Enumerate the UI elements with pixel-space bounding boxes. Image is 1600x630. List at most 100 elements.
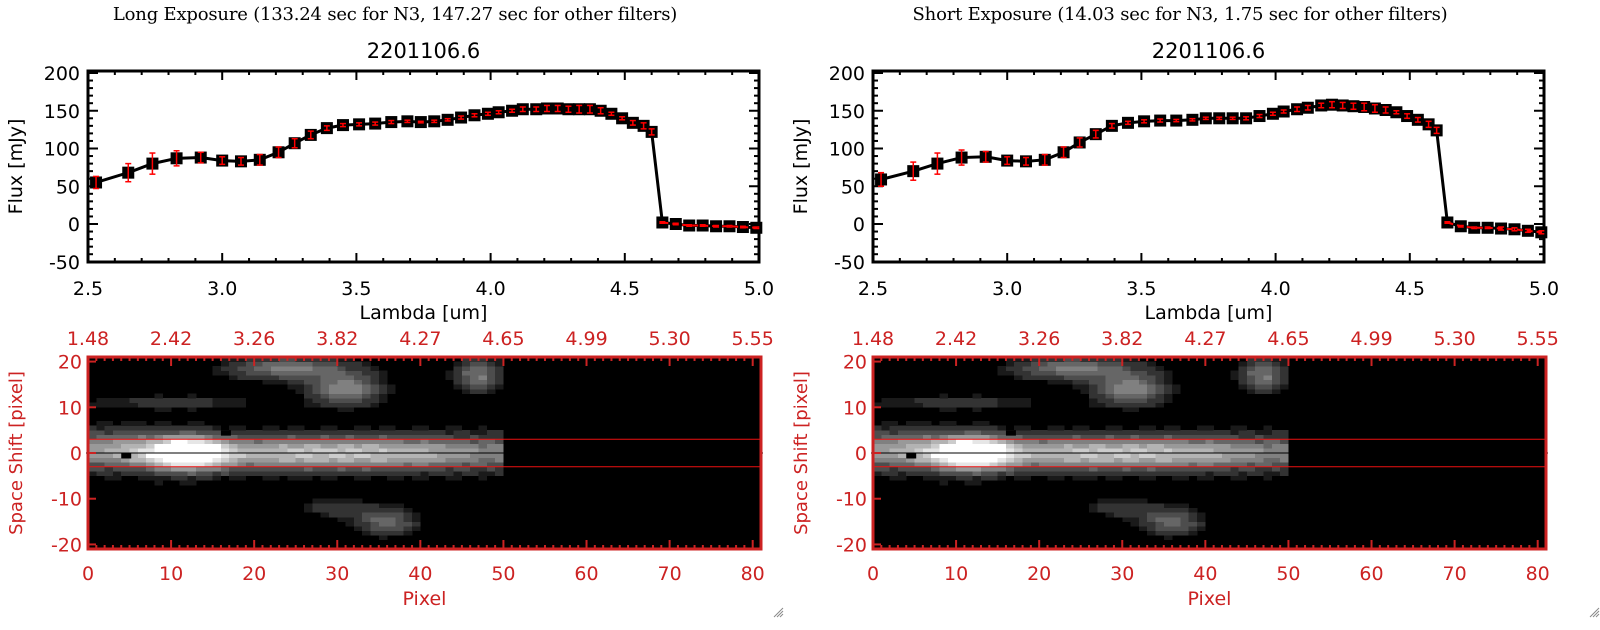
image-pixel bbox=[279, 379, 288, 385]
image-pixel bbox=[1080, 357, 1090, 362]
image-pixel bbox=[1030, 430, 1040, 436]
y-tick-label: 20 bbox=[58, 352, 82, 374]
x-tick-label: 4.5 bbox=[610, 278, 640, 300]
image-pixel bbox=[378, 379, 388, 385]
image-pixel bbox=[964, 434, 974, 440]
image-pixel bbox=[1014, 357, 1023, 362]
error-bar bbox=[256, 153, 263, 166]
image-pixel bbox=[237, 425, 247, 431]
image-pixel bbox=[220, 457, 230, 463]
x-tick-label: 30 bbox=[1110, 563, 1134, 585]
image-pixel bbox=[914, 462, 924, 468]
image-pixel bbox=[328, 430, 338, 436]
dead-pixel bbox=[121, 453, 132, 459]
image-pixel bbox=[1072, 357, 1082, 362]
image-pixel bbox=[873, 430, 882, 436]
image-pixel bbox=[1263, 357, 1273, 362]
image-pixel bbox=[1255, 466, 1264, 472]
image-pixel bbox=[1163, 448, 1173, 454]
image-pixel bbox=[254, 457, 263, 463]
image-pixel bbox=[972, 453, 982, 458]
image-pixel bbox=[1147, 512, 1156, 518]
image-pixel bbox=[353, 375, 363, 381]
image-pixel bbox=[1072, 475, 1082, 481]
image-pixel bbox=[196, 453, 205, 458]
image-pixel bbox=[1105, 361, 1115, 367]
image-pixel bbox=[1113, 379, 1123, 385]
image-pixel bbox=[1089, 471, 1098, 477]
image-pixel bbox=[287, 466, 297, 472]
image-pixel bbox=[1155, 517, 1165, 522]
image-pixel bbox=[1064, 457, 1073, 463]
image-pixel bbox=[295, 384, 305, 390]
image-pixel bbox=[370, 530, 380, 536]
image-pixel bbox=[212, 434, 222, 440]
image-pixel bbox=[1039, 471, 1048, 477]
image-pixel bbox=[1138, 457, 1148, 463]
resize-grip-icon[interactable] bbox=[772, 606, 784, 618]
image-pixel bbox=[881, 439, 890, 445]
image-pixel bbox=[1113, 503, 1123, 509]
image-pixel bbox=[187, 448, 197, 454]
image-pixel bbox=[478, 375, 488, 381]
image-pixel bbox=[328, 398, 338, 404]
image-pixel bbox=[370, 430, 380, 436]
image-pixel bbox=[939, 480, 949, 486]
x-tick-label: 20 bbox=[1027, 563, 1051, 585]
image-pixel bbox=[997, 466, 1007, 472]
image-pixel bbox=[956, 425, 965, 431]
image-pixel bbox=[295, 366, 305, 372]
image-pixel bbox=[897, 439, 907, 445]
image-pixel bbox=[412, 475, 421, 481]
image-pixel bbox=[162, 398, 172, 404]
image-pixel bbox=[453, 425, 463, 431]
y-tick-label: 50 bbox=[841, 176, 865, 198]
image-pixel bbox=[873, 471, 882, 477]
image-pixel bbox=[420, 430, 429, 436]
image-pixel bbox=[964, 402, 974, 408]
image-pixel bbox=[112, 462, 122, 468]
image-pixel bbox=[873, 402, 882, 408]
image-pixel bbox=[1280, 366, 1289, 372]
image-pixel bbox=[387, 521, 396, 527]
image-pixel bbox=[137, 462, 147, 468]
error-bar bbox=[509, 108, 516, 114]
image-pixel bbox=[1005, 439, 1015, 445]
image-pixel bbox=[956, 457, 965, 463]
image-pixel bbox=[279, 471, 288, 477]
image-pixel bbox=[146, 425, 155, 431]
image-pixel bbox=[453, 471, 463, 477]
image-pixel bbox=[956, 453, 965, 458]
error-bar bbox=[1393, 110, 1400, 115]
plot-frame bbox=[871, 69, 1546, 264]
image-pixel bbox=[1255, 357, 1264, 362]
image-pixel bbox=[1089, 398, 1098, 404]
image-pixel bbox=[204, 425, 213, 431]
image-pixel bbox=[171, 453, 180, 458]
image-pixel bbox=[387, 457, 396, 463]
image-pixel bbox=[262, 471, 272, 477]
image-pixel bbox=[906, 434, 915, 440]
image-pixel bbox=[237, 439, 247, 445]
image-pixel bbox=[1022, 471, 1032, 477]
image-pixel bbox=[295, 457, 305, 463]
image-pixel bbox=[304, 370, 313, 376]
image-pixel bbox=[1122, 379, 1131, 385]
image-pixel bbox=[1238, 471, 1248, 477]
image-pixel bbox=[445, 457, 454, 463]
image-pixel bbox=[254, 462, 263, 468]
image-pixel bbox=[1097, 443, 1106, 449]
image-pixel bbox=[939, 398, 949, 404]
image-pixel bbox=[254, 466, 263, 472]
image-pixel bbox=[956, 475, 965, 481]
resize-grip-icon[interactable] bbox=[1588, 606, 1600, 618]
image-pixel bbox=[212, 366, 222, 372]
image-pixel bbox=[162, 402, 172, 408]
image-pixel bbox=[88, 471, 97, 477]
image-pixel bbox=[196, 475, 205, 481]
image-pixel bbox=[1014, 448, 1023, 454]
image-pixel bbox=[428, 439, 438, 445]
image-pixel bbox=[461, 389, 471, 394]
image-pixel bbox=[245, 430, 255, 436]
image-pixel bbox=[1130, 357, 1140, 362]
